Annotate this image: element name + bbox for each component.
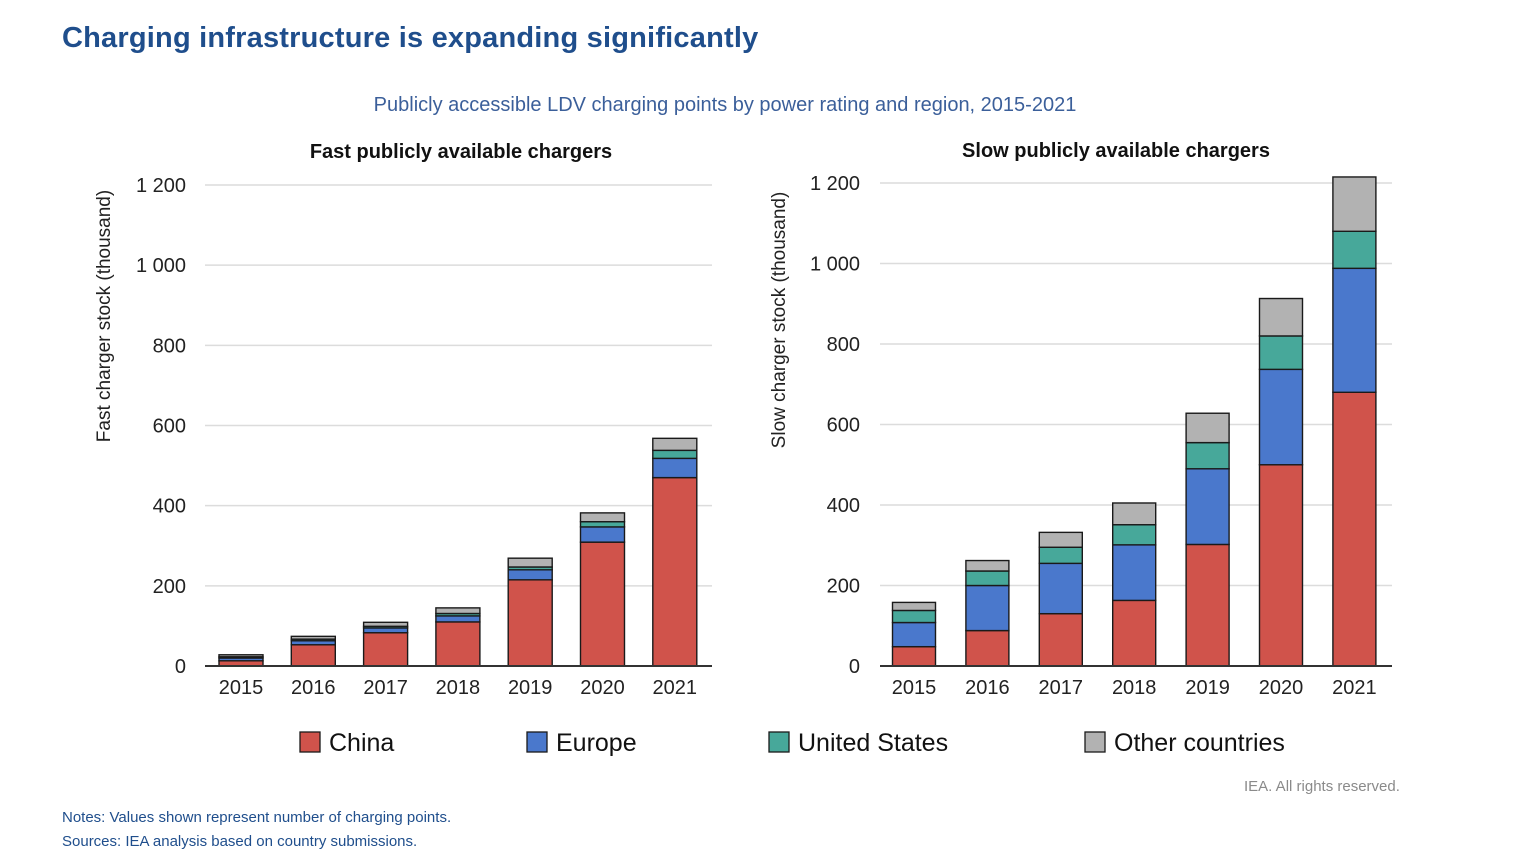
chart-1-y-tick-label: 600: [153, 416, 186, 438]
chart-2-x-tick-label: 2021: [1332, 677, 1377, 699]
notes-text: Notes: Values shown represent number of …: [62, 809, 452, 826]
chart-2-bar-united-states: [891, 609, 937, 624]
copyright-text: IEA. All rights reserved.: [1244, 778, 1400, 795]
chart-1-bar-china: [435, 621, 481, 667]
chart-1-bar-other-countries: [218, 654, 264, 658]
chart-2-bar-other-countries: [891, 601, 937, 612]
chart-1-bar-europe: [652, 457, 698, 479]
chart-2-bar-europe: [1111, 544, 1157, 602]
chart-2-bar-other-countries: [1332, 176, 1377, 232]
chart-2-y-tick-label: 600: [827, 415, 860, 437]
chart-1-x-tick-label: 2017: [363, 677, 408, 699]
chart-1-bar-europe: [362, 627, 409, 634]
chart-2-bar-china: [1111, 599, 1157, 667]
chart-2-bar-europe: [1185, 468, 1230, 546]
chart-2-y-tick-label: 800: [827, 334, 860, 356]
chart-1-y-tick-label: 800: [153, 335, 186, 357]
chart-2-bar-china: [1038, 612, 1084, 667]
chart-1-bar-other-countries: [290, 635, 336, 640]
legend-swatch-china: [299, 731, 321, 753]
chart-2-bar-europe: [891, 621, 937, 648]
chart-1-bar-china: [579, 541, 626, 667]
chart-2-x-tick-label: 2015: [892, 677, 937, 699]
footnotes: Notes: Values shown represent number of …: [62, 806, 451, 854]
chart-2-bar-europe: [965, 584, 1010, 632]
chart-2-x-tick-label: 2016: [965, 677, 1010, 699]
chart-2-y-tick-label: 200: [827, 576, 860, 598]
legend-swatch-united-states: [768, 731, 790, 753]
chart-2-bar-china: [1258, 464, 1304, 667]
legend-label: United States: [798, 729, 948, 757]
chart-2-bar-united-states: [1185, 441, 1230, 470]
chart-1-bar-europe: [435, 615, 481, 623]
chart-2-bar-united-states: [1111, 524, 1157, 546]
chart-2-bar-other-countries: [965, 559, 1010, 572]
legend-swatch-europe: [526, 731, 548, 753]
legend-label: China: [329, 729, 394, 757]
chart-2-bar-united-states: [965, 570, 1010, 587]
chart-1-bar-china: [507, 579, 553, 667]
page-title: Charging infrastructure is expanding sig…: [62, 22, 759, 54]
chart-2-bar-united-states: [1332, 230, 1377, 270]
chart-2-bar-united-states: [1258, 335, 1304, 371]
chart-2-x-tick-label: 2017: [1039, 677, 1084, 699]
chart-1-y-tick-label: 1 000: [136, 255, 186, 277]
legend-swatch-other-countries: [1084, 731, 1106, 753]
chart-2-title: Slow publicly available chargers: [962, 140, 1270, 162]
chart-1-x-tick-label: 2015: [219, 677, 264, 699]
chart-1-bar-other-countries: [579, 512, 626, 523]
legend-label: Europe: [556, 729, 637, 757]
chart-1-y-tick-label: 1 200: [136, 175, 186, 197]
chart-1-y-tick-label: 400: [153, 496, 186, 518]
chart-1-bar-other-countries: [362, 621, 409, 628]
chart-1-bar-other-countries: [435, 607, 481, 615]
chart-2-bar-other-countries: [1258, 297, 1304, 337]
chart-2-bar-china: [1185, 543, 1230, 667]
chart-2-bar-china: [891, 645, 937, 667]
chart-1-bar-europe: [579, 526, 626, 543]
chart-1-x-tick-label: 2016: [291, 677, 336, 699]
chart-2-y-axis-label: Slow charger stock (thousand): [769, 192, 790, 449]
chart-2-x-tick-label: 2019: [1185, 677, 1230, 699]
chart-2-x-tick-label: 2020: [1259, 677, 1304, 699]
chart-1-bar-united-states: [579, 521, 626, 528]
chart-2-bar-europe: [1258, 368, 1304, 466]
chart-1-bar-other-countries: [652, 437, 698, 452]
chart-1-x-tick-label: 2021: [653, 677, 698, 699]
chart-2-bar-other-countries: [1111, 502, 1157, 526]
chart-2-y-tick-label: 1 200: [810, 173, 860, 195]
chart-1-bar-china: [290, 644, 336, 667]
chart-1-title: Fast publicly available chargers: [310, 141, 612, 163]
chart-2-bar-other-countries: [1038, 531, 1084, 548]
chart-2-bar-other-countries: [1185, 412, 1230, 444]
chart-1-y-axis-label: Fast charger stock (thousand): [94, 190, 115, 442]
chart-1-bar-other-countries: [507, 557, 553, 568]
chart-2-bar-china: [965, 629, 1010, 667]
chart-2-y-tick-label: 1 000: [810, 254, 860, 276]
chart-1-bar-europe: [507, 569, 553, 581]
chart-1-bar-united-states: [652, 449, 698, 460]
chart-2-x-tick-label: 2018: [1112, 677, 1157, 699]
chart-2-y-tick-label: 400: [827, 495, 860, 517]
chart-1-x-tick-label: 2020: [580, 677, 625, 699]
chart-1-x-tick-label: 2019: [508, 677, 553, 699]
chart-1-y-tick-label: 200: [153, 576, 186, 598]
chart-1-bar-china: [362, 632, 409, 667]
figure-subtitle: Publicly accessible LDV charging points …: [373, 94, 1077, 116]
chart-2-bar-united-states: [1038, 546, 1084, 565]
chart-2-bar-europe: [1332, 267, 1377, 393]
chart-1-x-tick-label: 2018: [436, 677, 481, 699]
chart-1-bar-china: [652, 476, 698, 667]
chart-1-y-tick-label: 0: [175, 656, 186, 678]
chart-2-bar-china: [1332, 391, 1377, 667]
sources-text: Sources: IEA analysis based on country s…: [62, 833, 418, 850]
legend-label: Other countries: [1114, 729, 1285, 757]
chart-2-y-tick-label: 0: [849, 656, 860, 678]
chart-2-bar-europe: [1038, 562, 1084, 615]
